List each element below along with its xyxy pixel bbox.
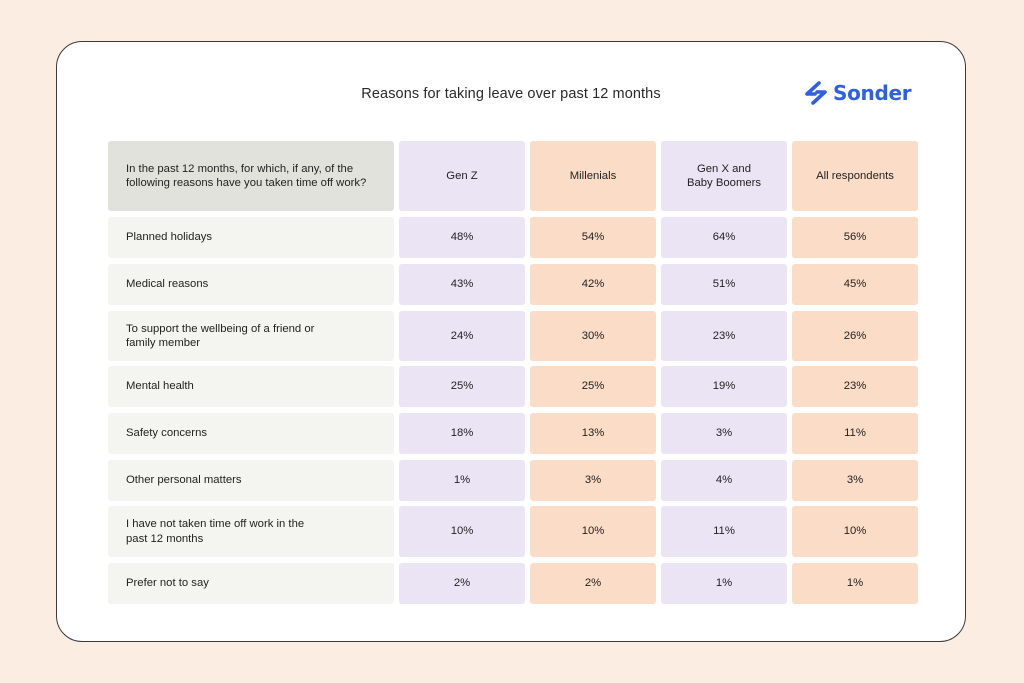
chart-card: Reasons for taking leave over past 12 mo… bbox=[56, 41, 966, 642]
value-cell: 1% bbox=[399, 460, 525, 501]
row-label: I have not taken time off work in the pa… bbox=[108, 506, 394, 557]
value-cell: 56% bbox=[792, 217, 918, 258]
value-cell: 26% bbox=[792, 311, 918, 361]
value-cell-text: 10% bbox=[581, 525, 605, 538]
value-cell-text: 43% bbox=[450, 278, 474, 291]
row-label: Planned holidays bbox=[108, 217, 394, 258]
column-header-2: Millenials bbox=[530, 141, 656, 211]
value-cell-text: 1% bbox=[453, 474, 471, 487]
value-cell-text: 26% bbox=[843, 329, 867, 342]
value-cell: 3% bbox=[661, 413, 787, 454]
value-cell-text: 11% bbox=[844, 427, 866, 440]
value-cell: 23% bbox=[661, 311, 787, 361]
value-cell: 51% bbox=[661, 264, 787, 305]
value-cell-text: 56% bbox=[843, 231, 867, 244]
logo-text: Sonder bbox=[833, 81, 912, 105]
value-cell: 10% bbox=[792, 506, 918, 557]
value-cell: 19% bbox=[661, 366, 787, 407]
value-cell: 42% bbox=[530, 264, 656, 305]
value-cell-text: 30% bbox=[581, 329, 605, 342]
value-cell: 11% bbox=[792, 413, 918, 454]
value-cell-text: 23% bbox=[843, 380, 867, 393]
value-cell-text: 64% bbox=[712, 231, 736, 244]
value-cell-text: 19% bbox=[712, 380, 736, 393]
value-cell-text: 3% bbox=[584, 474, 602, 487]
row-label-text: Planned holidays bbox=[126, 231, 213, 244]
value-cell: 11% bbox=[661, 506, 787, 557]
row-label-text: Safety concerns bbox=[126, 427, 208, 440]
value-cell: 3% bbox=[792, 460, 918, 501]
chart-title: Reasons for taking leave over past 12 mo… bbox=[361, 86, 661, 102]
value-cell: 1% bbox=[792, 563, 918, 604]
value-cell: 10% bbox=[530, 506, 656, 557]
value-cell-text: 13% bbox=[581, 427, 605, 440]
column-header-3: Gen X and Baby Boomers bbox=[661, 141, 787, 211]
value-cell-text: 4% bbox=[715, 474, 733, 487]
row-label: Mental health bbox=[108, 366, 394, 407]
question-header: In the past 12 months, for which, if any… bbox=[108, 141, 394, 211]
value-cell: 43% bbox=[399, 264, 525, 305]
row-label: Safety concerns bbox=[108, 413, 394, 454]
value-cell-text: 1% bbox=[715, 577, 733, 590]
value-cell-text: 3% bbox=[715, 427, 733, 440]
value-cell: 1% bbox=[661, 563, 787, 604]
value-cell-text: 2% bbox=[584, 577, 602, 590]
value-cell: 54% bbox=[530, 217, 656, 258]
value-cell-text: 48% bbox=[450, 231, 474, 244]
value-cell-text: 3% bbox=[846, 474, 864, 487]
value-cell: 25% bbox=[399, 366, 525, 407]
value-cell-text: 25% bbox=[450, 380, 474, 393]
value-cell-text: 51% bbox=[712, 278, 736, 291]
value-cell: 4% bbox=[661, 460, 787, 501]
row-label-text: Medical reasons bbox=[126, 278, 209, 291]
value-cell: 64% bbox=[661, 217, 787, 258]
sonder-logo-icon bbox=[805, 81, 827, 105]
row-label-text: I have not taken time off work in the pa… bbox=[126, 518, 305, 545]
column-header-3-text: Gen X and Baby Boomers bbox=[686, 162, 762, 190]
column-header-1-text: Gen Z bbox=[446, 169, 478, 182]
value-cell-text: 42% bbox=[581, 278, 605, 291]
row-label: Prefer not to say bbox=[108, 563, 394, 604]
row-label: Medical reasons bbox=[108, 264, 394, 305]
row-label-text: To support the wellbeing of a friend or … bbox=[126, 322, 315, 350]
value-cell-text: 11% bbox=[713, 525, 735, 538]
value-cell: 10% bbox=[399, 506, 525, 557]
row-label: Other personal matters bbox=[108, 460, 394, 501]
value-cell: 18% bbox=[399, 413, 525, 454]
column-header-4-text: All respondents bbox=[816, 169, 894, 182]
value-cell: 13% bbox=[530, 413, 656, 454]
value-cell: 3% bbox=[530, 460, 656, 501]
row-label-text: Other personal matters bbox=[126, 474, 242, 487]
value-cell-text: 1% bbox=[846, 577, 864, 590]
value-cell-text: 45% bbox=[843, 278, 867, 291]
value-cell-text: 10% bbox=[843, 525, 867, 538]
sonder-logo: Sonder bbox=[803, 80, 912, 106]
value-cell-text: 54% bbox=[581, 231, 605, 244]
value-cell: 2% bbox=[530, 563, 656, 604]
row-label: To support the wellbeing of a friend or … bbox=[108, 311, 394, 361]
value-cell: 23% bbox=[792, 366, 918, 407]
value-cell: 30% bbox=[530, 311, 656, 361]
question-header-text: In the past 12 months, for which, if any… bbox=[126, 162, 367, 190]
value-cell-text: 2% bbox=[453, 577, 471, 590]
value-cell: 24% bbox=[399, 311, 525, 361]
value-cell-text: 23% bbox=[712, 329, 736, 342]
value-cell-text: 18% bbox=[450, 427, 474, 440]
value-cell: 45% bbox=[792, 264, 918, 305]
row-label-text: Mental health bbox=[126, 380, 194, 393]
column-header-2-text: Millenials bbox=[569, 169, 617, 182]
value-cell-text: 10% bbox=[450, 525, 474, 538]
value-cell: 25% bbox=[530, 366, 656, 407]
row-label-text: Prefer not to say bbox=[126, 577, 209, 590]
column-header-4: All respondents bbox=[792, 141, 918, 211]
value-cell: 48% bbox=[399, 217, 525, 258]
value-cell-text: 25% bbox=[581, 380, 605, 393]
value-cell: 2% bbox=[399, 563, 525, 604]
column-header-1: Gen Z bbox=[399, 141, 525, 211]
value-cell-text: 24% bbox=[450, 329, 474, 342]
